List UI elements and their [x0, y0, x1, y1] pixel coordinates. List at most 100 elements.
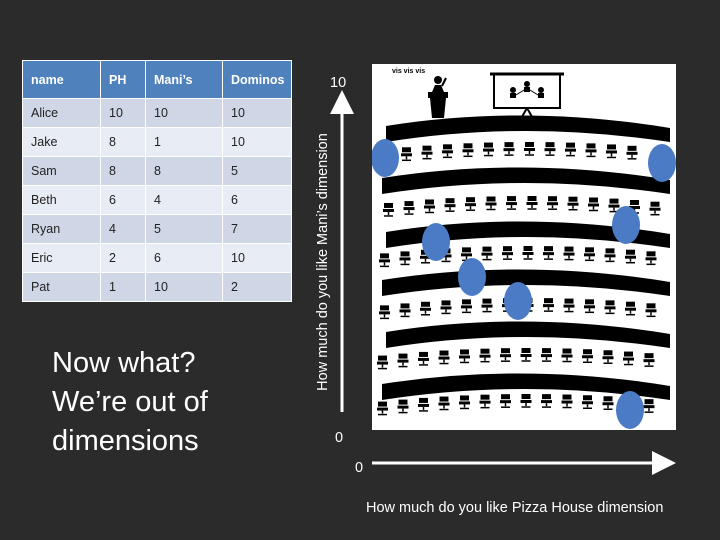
chair-icon: [444, 198, 456, 212]
person-dot: [458, 258, 486, 296]
classroom-image: vis vis vis: [372, 64, 676, 430]
chair-icon: [547, 196, 558, 210]
table-row: Pat 1 10 2: [22, 272, 292, 302]
header-name: name: [22, 60, 101, 99]
chair-icon: [520, 348, 532, 362]
header-dominos: Dominos: [222, 60, 292, 99]
table-cell: 2: [222, 272, 292, 302]
x-axis-label: How much do you like Pizza House dimensi…: [366, 500, 664, 516]
chair-icon: [479, 394, 491, 409]
chair-icon: [524, 142, 535, 156]
chair-icon: [582, 395, 593, 409]
chair-icon: [442, 144, 453, 159]
chair-icon: [561, 348, 573, 363]
chair-icon: [625, 301, 636, 316]
chair-icon: [606, 144, 617, 159]
chair-icon: [602, 396, 614, 410]
chair-icon: [625, 249, 636, 264]
chair-icon: [585, 143, 597, 158]
chair-icon: [459, 349, 470, 364]
desk-row: [386, 115, 670, 142]
chair-icon: [643, 353, 655, 367]
table-cell: 6: [222, 185, 292, 215]
table-cell: 10: [222, 127, 292, 157]
table-cell: 10: [145, 272, 223, 302]
table-cell: 6: [100, 185, 146, 215]
y-axis-label: How much do you like Mani’s dimension: [315, 133, 331, 391]
table-cell: 10: [222, 98, 292, 128]
table-cell: Alice: [22, 98, 101, 128]
chair-icon: [377, 355, 388, 370]
chair-icon: [479, 348, 491, 363]
table-cell: 4: [145, 185, 223, 215]
podium-caption: vis vis vis: [392, 68, 425, 75]
chair-icon: [626, 145, 638, 160]
desk-row: [386, 321, 670, 348]
desk-row: [382, 269, 670, 296]
chair-icon: [645, 303, 657, 318]
table-cell: 1: [100, 272, 146, 302]
chair-icon: [645, 251, 657, 266]
classroom-svg: vis vis vis: [372, 68, 676, 429]
chair-icon: [506, 196, 517, 210]
chair-icon: [563, 298, 575, 313]
chair-icon: [401, 147, 412, 162]
table-cell: 2: [100, 243, 146, 273]
chair-icon: [418, 397, 429, 412]
person-dot: [372, 139, 399, 177]
y-tick-top: 10: [330, 75, 347, 91]
table-row: Alice 10 10 10: [22, 98, 292, 128]
desk-row: [382, 373, 670, 400]
chair-icon: [649, 201, 661, 216]
ratings-table: name PH Mani’s Dominos Alice 10 10 10 Jake 8 1…: [22, 60, 292, 302]
chair-icon: [526, 196, 538, 210]
chair-icon: [500, 394, 511, 408]
table-row: Beth 6 4 6: [22, 185, 292, 215]
table-row: Eric 2 6 10: [22, 243, 292, 273]
chair-icon: [440, 300, 452, 315]
chair-icon: [567, 196, 579, 211]
table-row: Sam 8 8 5: [22, 156, 292, 186]
chair-icon: [584, 299, 595, 314]
x-tick-left: 0: [355, 460, 364, 476]
chair-icon: [604, 248, 616, 263]
table-cell: 10: [100, 98, 146, 128]
chair-icon: [438, 350, 450, 365]
table-cell: Ryan: [22, 214, 101, 244]
desk-row: [382, 167, 670, 194]
chair-icon: [397, 353, 409, 368]
chair-icon: [481, 298, 493, 313]
chair-icon: [421, 145, 433, 160]
chair-icon: [604, 300, 616, 315]
person-dot: [504, 282, 532, 320]
chair-icon: [602, 350, 614, 364]
chair-icon: [543, 298, 554, 312]
chair-icon: [503, 142, 515, 156]
chair-icon: [418, 351, 429, 366]
table-cell: 8: [145, 156, 223, 186]
chair-icon: [623, 351, 634, 366]
chair-icon: [483, 142, 494, 157]
chair-icon: [563, 246, 575, 261]
table-cell: Sam: [22, 156, 101, 186]
chair-icon: [461, 299, 472, 314]
chair-icon: [465, 197, 476, 211]
chair-icon: [565, 142, 576, 157]
chair-icon: [462, 143, 474, 158]
chair-icon: [522, 246, 534, 260]
chair-icon: [379, 253, 390, 268]
question-line-2: We’re out of: [52, 386, 208, 418]
chair-icon: [383, 202, 394, 217]
projector-screen-icon: [490, 72, 564, 123]
podium-speaker-icon: vis vis vis: [392, 68, 448, 118]
table-cell: 1: [145, 127, 223, 157]
chair-icon: [379, 305, 390, 320]
table-cell: 8: [100, 156, 146, 186]
chair-icon: [438, 396, 450, 411]
chair-icon: [582, 349, 593, 363]
chair-icon: [561, 394, 573, 409]
table-header-row: name PH Mani’s Dominos: [22, 60, 292, 99]
person-dot: [422, 223, 450, 261]
y-tick-bottom: 0: [335, 430, 344, 446]
